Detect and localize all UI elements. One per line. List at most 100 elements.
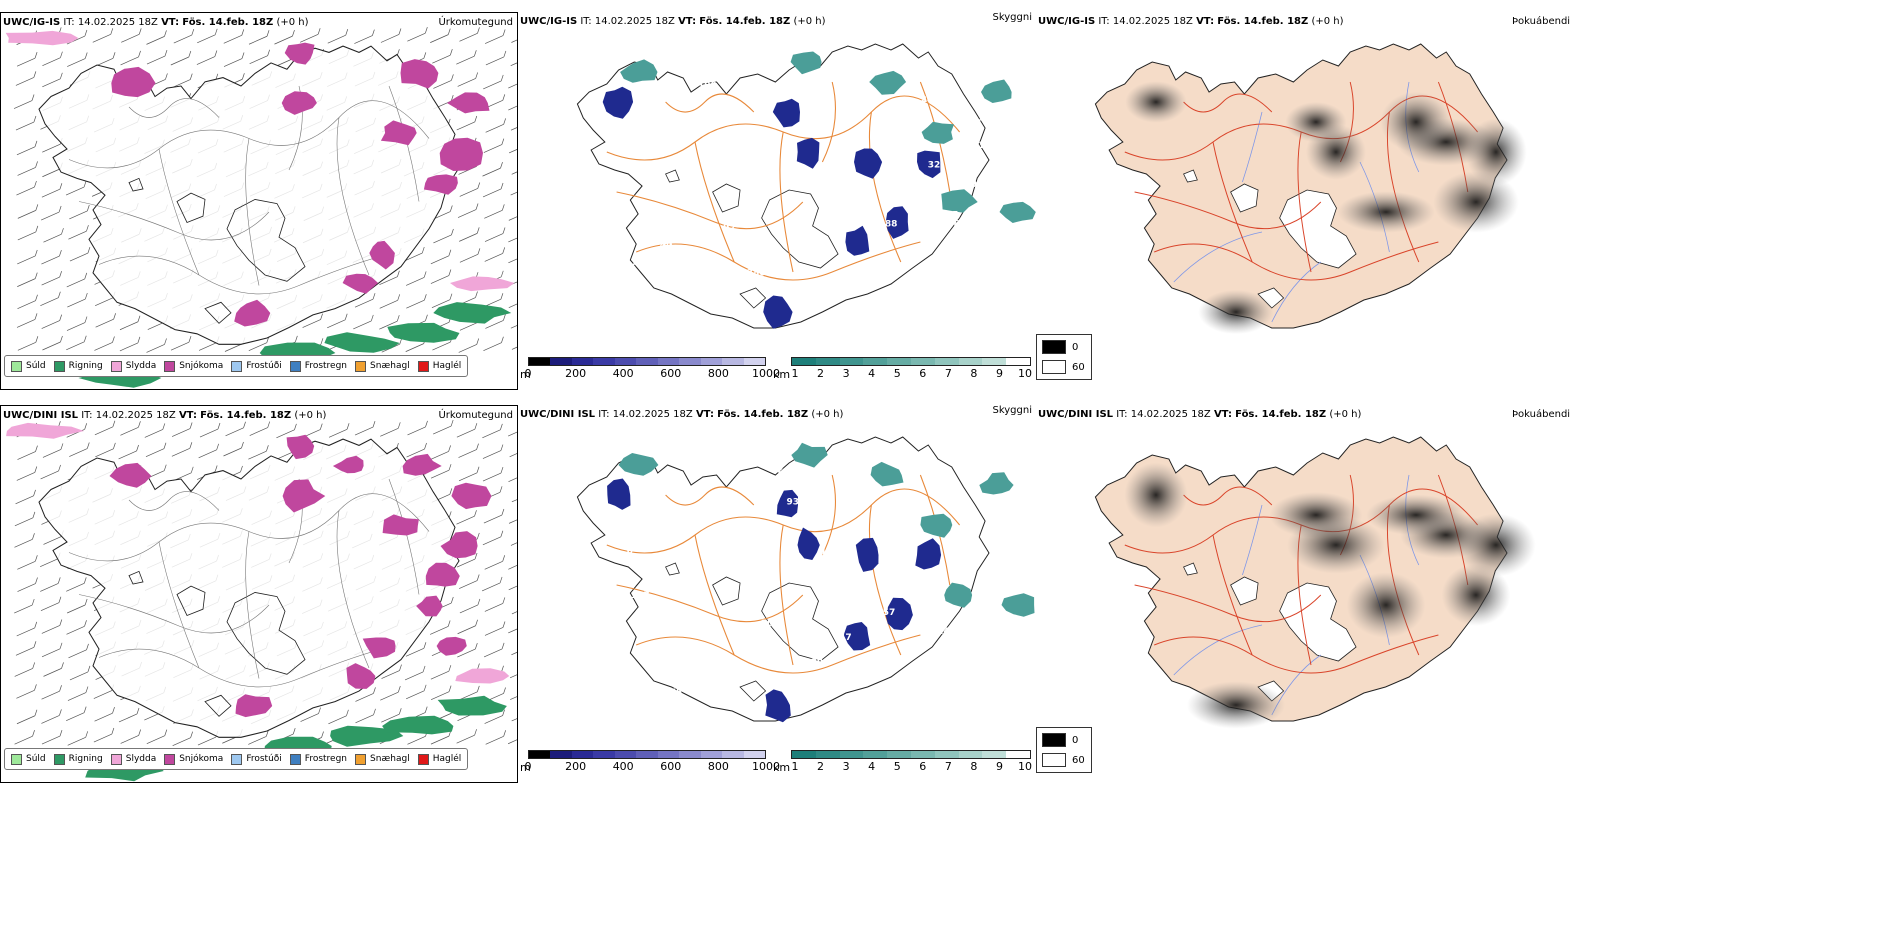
wind-barb-flag [449,293,453,300]
wind-barb-flag [189,442,193,449]
wind-barb-flag [500,293,504,300]
wind-barb [42,57,61,67]
precip-title: Úrkomutegund [438,17,513,28]
cloud-base-label: 109 [801,574,820,584]
wind-barb-flag [111,727,115,735]
wind-barb [16,690,35,699]
rain-area [433,302,512,324]
model-name: UWC/DINI ISL [520,409,596,420]
fog-index-area [1186,681,1286,729]
snow-area [369,240,395,270]
wind-barb-flag [34,52,38,59]
snow-area [451,482,492,510]
road-line [779,131,794,273]
wind-barb [69,448,88,457]
wind-barb [456,55,475,65]
wind-barb [432,425,452,435]
snow-area [109,462,152,488]
legend-label: Súld [26,361,46,371]
wind-barb [15,646,35,656]
wind-barb [41,255,60,265]
cloud-base-label: 68 [645,216,658,226]
wind-barb-flag [242,73,245,80]
wind-barb-flag [474,642,478,650]
wind-barb-flag [423,642,427,649]
wind-barb [405,277,425,286]
wind-barb [223,35,242,44]
wind-barb-flag [241,52,245,59]
wind-barb [172,79,191,88]
wind-barb [484,560,503,570]
wind-barb [405,690,425,700]
wind-barb [459,188,478,197]
wind-barb-flag [165,73,168,80]
fog-legend-row: 0 [1042,340,1078,354]
wind-barb [483,80,502,90]
cloud-base-label: 92 [739,568,752,578]
wind-barb [328,428,348,438]
height-tick: 600 [660,367,682,380]
glacier-outline [739,287,767,309]
wind-barb-flag [345,29,349,36]
wind-barb-flag [60,443,64,450]
wind-barb [41,188,61,198]
wind-barb [484,627,504,636]
wind-barb [17,300,36,310]
low-visibility-area [979,472,1014,495]
cloud-base-label: 144 [815,577,834,587]
init-time: 14.02.2025 18Z [594,16,675,27]
cloud-base-label: 144 [878,655,897,665]
cloud-base-label: 91 [947,108,960,118]
wind-barb-flag [59,685,62,692]
legend-swatch [53,753,65,765]
vis-tick: 8 [970,367,978,380]
it-label: IT: [81,410,93,421]
wind-barb [223,447,242,457]
legend-item: Slydda [110,753,156,765]
wind-barb [379,276,398,286]
wind-barb [456,558,476,568]
wind-barb-flag [191,28,195,36]
wind-barb-flag [500,444,504,451]
rain-area [382,715,454,735]
wind-barb-flag [294,423,297,430]
road-line [636,241,921,281]
wind-barb [379,320,398,330]
wind-barb [459,254,479,263]
wind-barb-flag [502,621,506,628]
legend-swatch [289,360,301,372]
wind-barb [430,275,450,284]
wind-barb-flag [373,687,376,694]
cloud-base-label: 39 [811,658,824,668]
rain-area [324,332,400,353]
legend-label: Frostúði [246,361,282,371]
fog-index-area [1124,462,1188,528]
cloud-base-area [885,206,909,239]
wind-barb [510,127,517,131]
snow-area [423,174,458,195]
wind-barb-flag [164,50,168,57]
legend-swatch [417,360,429,372]
wind-barb [456,515,475,525]
wind-barb [41,625,60,634]
wind-barb-flag [86,204,90,212]
wind-barb [483,514,503,524]
colorbar-cell [529,358,551,365]
colorbar-cell [636,751,658,758]
fog-index-area [1441,564,1511,626]
wind-barb [93,690,112,699]
legend-swatch [110,753,122,765]
cloud-base-label: 0 [627,546,633,556]
wind-barb [406,448,425,458]
wind-barb [67,298,86,308]
wind-barb [510,325,517,329]
wind-barb [171,428,191,437]
wind-barb [248,736,267,745]
wind-barb-flag [35,577,38,584]
colorbar-cell [910,751,935,758]
legend-item: Frostúði [231,360,282,372]
legend-label: Rigning [68,754,103,764]
vis-tick: 5 [893,760,901,773]
wind-barb [92,33,111,43]
wind-barb-flag [449,488,453,495]
